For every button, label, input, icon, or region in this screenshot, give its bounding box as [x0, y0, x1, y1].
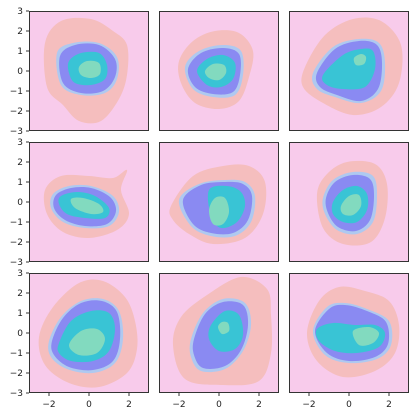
contour-group: [178, 30, 254, 110]
y-tick-label: −1: [10, 349, 23, 359]
contour-group: [43, 169, 130, 239]
panel-frame: [289, 142, 409, 262]
y-tick-label: 1: [17, 47, 23, 57]
contour-group: [169, 164, 267, 245]
contour-level-5: [340, 194, 362, 216]
panel-r0-c1: [159, 11, 279, 131]
contour-level-5: [68, 328, 105, 356]
x-tick-label: −2: [42, 400, 55, 410]
y-tick-label: 0: [17, 329, 23, 339]
y-tick-label: −1: [10, 87, 23, 97]
panel-frame: [159, 273, 279, 393]
y-tick-label: 2: [17, 289, 23, 299]
y-tick-label: 1: [17, 309, 23, 319]
contour-level-5: [352, 326, 380, 346]
panel-r1-c2: [289, 142, 409, 262]
panel-r1-c0: −3 −2 −1 0 1 2 3: [10, 138, 149, 268]
y-tick-label: 3: [17, 269, 23, 279]
x-tick-label: −2: [172, 400, 185, 410]
y-tick-label: −2: [10, 107, 23, 117]
panel-r0-c0: −3 −2 −1 0 1 2 3: [10, 7, 149, 137]
panel-frame: [29, 142, 149, 262]
panel-r2-c0: −3 −2 −1 0 1 2 3 −2 0 2: [10, 269, 149, 410]
y-tick-label: −3: [10, 127, 23, 137]
contour-level-5: [70, 197, 104, 215]
y-tick-label: −3: [10, 258, 23, 268]
contour-group: [301, 17, 403, 116]
y-tick-label: 3: [17, 138, 23, 148]
panel-r2-c1: −2 0 2: [159, 273, 279, 410]
x-tick-label: 2: [386, 400, 392, 410]
contour-group: [316, 160, 388, 246]
x-tick-label: −2: [302, 400, 315, 410]
x-tick-label: 0: [346, 400, 352, 410]
contour-group: [38, 279, 138, 388]
panel-frame: [289, 273, 409, 393]
x-tick-label: 2: [126, 400, 132, 410]
contour-group: [172, 276, 273, 386]
y-tick-label: 1: [17, 178, 23, 188]
panel-frame: [159, 142, 279, 262]
x-tick-label: 0: [216, 400, 222, 410]
panel-r1-c1: [159, 142, 279, 262]
y-tick-label: −1: [10, 218, 23, 228]
panel-frame: [29, 11, 149, 131]
contour-group: [43, 17, 129, 124]
panel-frame: [159, 11, 279, 131]
y-tick-label: 0: [17, 67, 23, 77]
contour-group: [306, 286, 400, 378]
contour-level-5: [208, 196, 230, 226]
panel-r0-c2: [289, 11, 409, 131]
panel-frame: [29, 273, 149, 393]
y-tick-label: 0: [17, 198, 23, 208]
y-tick-label: −2: [10, 369, 23, 379]
panel-frame: [289, 11, 409, 131]
x-tick-label: 0: [86, 400, 92, 410]
y-tick-label: 2: [17, 27, 23, 37]
y-tick-label: −2: [10, 238, 23, 248]
contour-level-5: [353, 53, 367, 66]
contour-level-5: [218, 321, 230, 335]
panel-r2-c2: −2 0 2: [289, 273, 409, 410]
x-tick-label: 2: [256, 400, 262, 410]
y-tick-label: −3: [10, 389, 23, 399]
y-tick-label: 3: [17, 7, 23, 17]
y-tick-label: 2: [17, 158, 23, 168]
contour-level-5: [78, 60, 101, 79]
contour-level-5: [204, 63, 227, 81]
